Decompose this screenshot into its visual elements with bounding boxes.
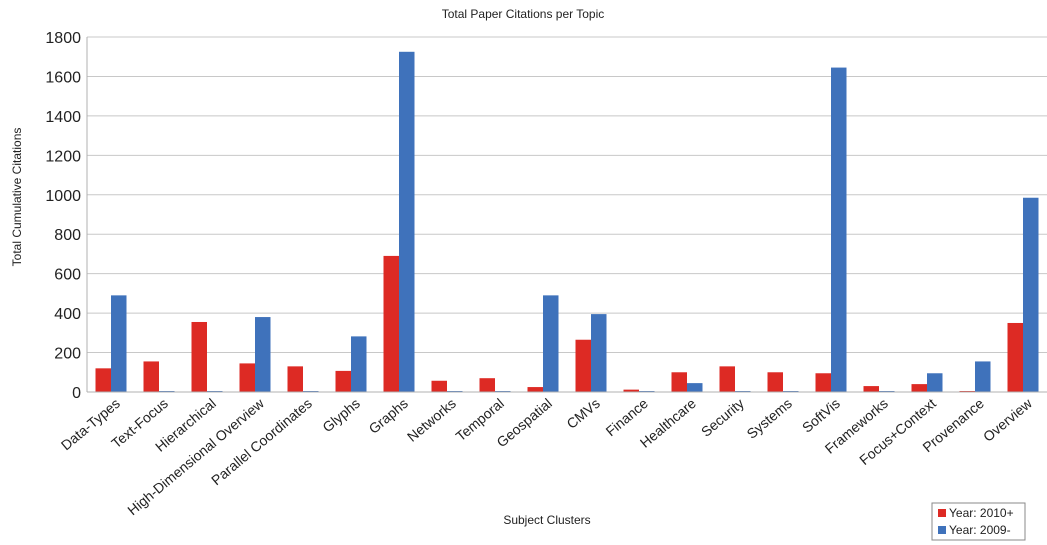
bar-year-2010-plus: [239, 363, 255, 392]
x-tick-label: Systems: [744, 395, 795, 442]
bar-year-2010-plus: [863, 386, 879, 392]
bar-year-2010-plus: [575, 339, 591, 392]
bar-year-2010-plus: [671, 372, 687, 392]
y-tick-label: 400: [54, 306, 81, 323]
bars: [95, 51, 1039, 393]
bar-year-2009-minus: [543, 295, 559, 392]
bar-year-2010-plus: [527, 387, 543, 392]
x-tick-label: Overview: [980, 394, 1036, 444]
y-tick-label: 1800: [45, 30, 81, 47]
x-tick-label: Graphs: [365, 395, 410, 437]
bar-year-2010-plus: [143, 361, 159, 392]
bar-year-2009-minus: [351, 336, 367, 392]
legend-swatch-2009: [938, 526, 946, 534]
bar-year-2009-minus: [591, 314, 607, 392]
x-tick-label: Networks: [404, 395, 459, 445]
x-axis-title: Subject Clusters: [503, 513, 590, 527]
bar-year-2009-minus: [831, 67, 847, 392]
gridlines: [87, 36, 1047, 393]
bar-year-2010-plus: [95, 368, 111, 392]
bar-year-2009-minus: [1023, 197, 1039, 392]
y-tick-label: 1200: [45, 148, 81, 165]
bar-year-2010-plus: [911, 384, 927, 392]
legend-swatch-2010: [938, 509, 946, 517]
bar-year-2009-minus: [255, 317, 271, 392]
y-tick-label: 1400: [45, 109, 81, 126]
y-tick-label: 800: [54, 227, 81, 244]
bar-year-2010-plus: [287, 366, 303, 392]
bar-year-2009-minus: [927, 373, 943, 392]
y-tick-label: 1600: [45, 69, 81, 86]
bar-year-2010-plus: [383, 255, 399, 392]
bar-year-2010-plus: [1007, 322, 1023, 392]
x-tick-label: Glyphs: [319, 395, 363, 435]
bar-year-2010-plus: [191, 321, 207, 392]
legend-label-2010: Year: 2010+: [949, 506, 1014, 520]
y-tick-label: 1000: [45, 188, 81, 205]
x-tick-label: CMVs: [563, 395, 602, 432]
bar-year-2010-plus: [431, 380, 447, 392]
bar-year-2009-minus: [111, 295, 127, 392]
bar-year-2010-plus: [815, 373, 831, 392]
y-tick-label: 600: [54, 267, 81, 284]
bar-year-2010-plus: [623, 389, 639, 392]
bar-year-2010-plus: [767, 372, 783, 392]
y-tick-label: 200: [54, 346, 81, 363]
legend-frame: [931, 502, 1026, 541]
x-tick-label: Security: [698, 395, 747, 440]
bar-year-2009-minus: [399, 51, 415, 393]
y-axis-title: Total Cumulative Citations: [10, 128, 24, 267]
x-axis: Data-TypesText-FocusHierarchicalHigh-Dim…: [58, 391, 1047, 518]
legend: Year: 2010+ Year: 2009-: [931, 502, 1026, 541]
y-tick-label: 0: [72, 385, 81, 402]
bar-year-2010-plus: [335, 370, 351, 392]
y-axis: 0 200 400 600 800 1000 1200 1400 1600 1800: [45, 30, 88, 402]
x-tick-label: SoftVis: [799, 395, 843, 436]
legend-label-2009: Year: 2009-: [949, 523, 1011, 537]
bar-year-2009-minus: [975, 361, 991, 392]
chart-title: Total Paper Citations per Topic: [442, 7, 605, 21]
bar-year-2010-plus: [479, 378, 495, 392]
bar-year-2010-plus: [719, 366, 735, 392]
bar-year-2009-minus: [687, 383, 703, 392]
